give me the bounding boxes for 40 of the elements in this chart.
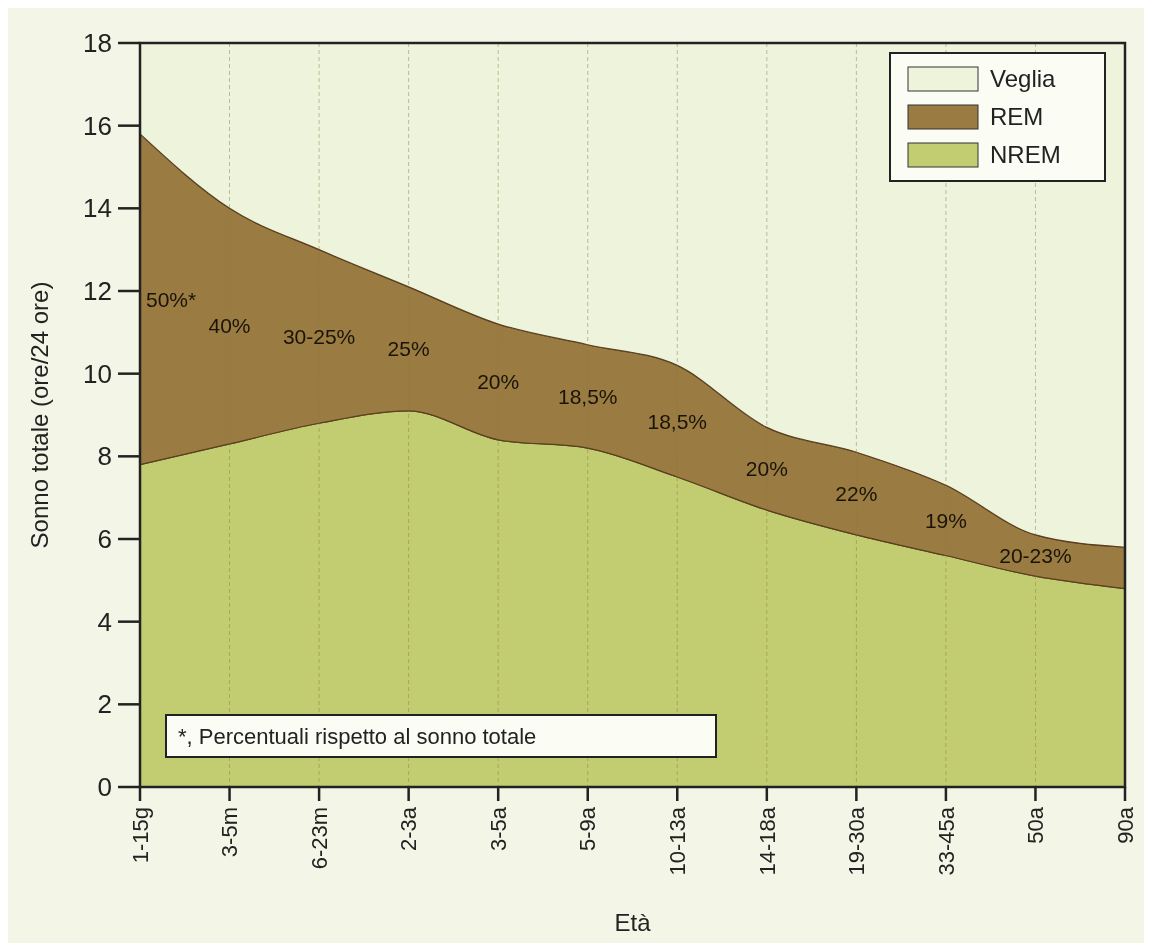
y-tick-label: 2 <box>97 689 112 720</box>
x-tick-label: 3-5a <box>485 806 511 852</box>
x-tick-label: 6-23m <box>306 807 332 870</box>
y-tick-label: 0 <box>97 772 112 803</box>
x-tick-label: 19-30a <box>844 806 870 876</box>
x-axis-title: Età <box>614 909 652 936</box>
x-tick-label: 33-45a <box>933 806 959 876</box>
legend-label: REM <box>990 103 1044 131</box>
y-axis-title: Sonno totale (ore/24 ore) <box>26 281 53 549</box>
annotation: 50%* <box>146 287 197 311</box>
annotation: 18,5% <box>557 384 618 408</box>
annotation: 18,5% <box>647 409 708 433</box>
annotation: 22% <box>835 481 878 505</box>
annotation: 25% <box>387 337 430 361</box>
note-box: *, Percentuali rispetto al sonno totale <box>165 714 717 758</box>
legend-label: NREM <box>990 141 1061 169</box>
series-label: Veglia <box>990 65 1057 93</box>
x-tick-label: 5-9a <box>575 806 601 852</box>
y-tick-label: 8 <box>97 441 112 472</box>
annotation: 30-25% <box>282 324 356 348</box>
annotation: 40% <box>208 314 251 338</box>
annotation: *, Percentuali rispetto al sonno totale <box>178 723 537 749</box>
x-tick-label: 50a <box>1023 806 1049 844</box>
y-tick-label: 6 <box>97 524 112 555</box>
x-tick-label: 3-5m <box>217 807 243 858</box>
y-tick-label: 12 <box>83 276 112 307</box>
annotation: 20% <box>745 457 788 481</box>
annotation: 20% <box>477 370 520 394</box>
x-tick-label: 90a <box>1112 806 1138 844</box>
y-tick-label: 14 <box>83 193 112 224</box>
y-tick-label: 16 <box>83 110 112 141</box>
y-tick-label: 10 <box>83 358 112 389</box>
annotation: 20-23% <box>999 543 1072 567</box>
x-tick-label: 2-3a <box>396 806 422 852</box>
y-tick-label: 4 <box>97 606 112 637</box>
x-tick-label: 1-15g <box>127 807 153 864</box>
annotation: 19% <box>924 508 967 532</box>
x-tick-label: 10-13a <box>664 806 690 876</box>
x-tick-label: 14-18a <box>754 806 780 876</box>
y-tick-label: 18 <box>83 28 112 59</box>
